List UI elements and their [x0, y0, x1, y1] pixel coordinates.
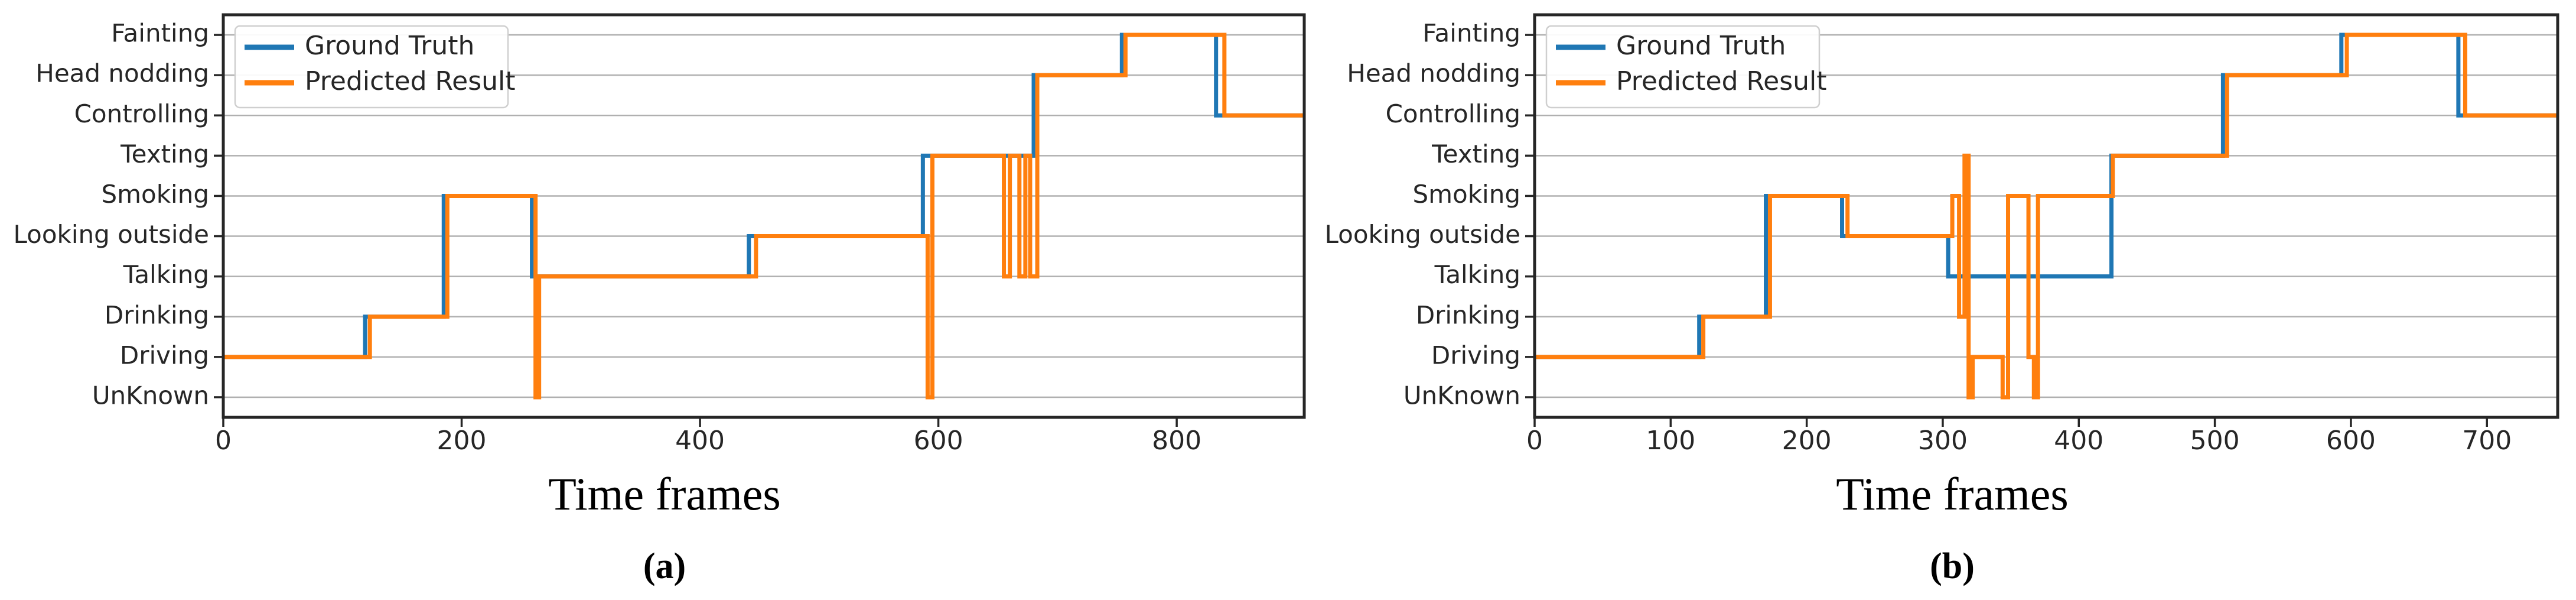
- y-tick-label: Head nodding: [35, 59, 209, 88]
- y-tick-label: Texting: [120, 140, 209, 168]
- plot-border: [1533, 13, 2559, 419]
- y-tick-label: Driving: [1431, 340, 1520, 369]
- y-tick-label: Talking: [1434, 260, 1520, 289]
- legend: Ground Truth Predicted Result: [234, 25, 516, 109]
- y-tick-label: Fainting: [111, 19, 209, 48]
- y-tick-label: Smoking: [101, 180, 209, 209]
- predicted-result-line: [223, 33, 1304, 400]
- legend-label: Ground Truth: [1616, 31, 1786, 61]
- x-tick-label: 700: [2462, 426, 2512, 456]
- x-tick-label: 300: [1918, 426, 1968, 456]
- x-tick-label: 200: [437, 426, 487, 456]
- y-tick-label: Looking outside: [1324, 220, 1520, 249]
- panel-caption: (a): [643, 546, 686, 586]
- x-tick-label: 600: [914, 426, 963, 456]
- legend-label: Predicted Result: [1616, 66, 1827, 96]
- x-tick-label: 100: [1646, 426, 1695, 456]
- y-tick-label: UnKnown: [1403, 381, 1520, 410]
- y-tick-label: Controlling: [74, 99, 209, 128]
- y-tick-label: Drinking: [1416, 300, 1520, 329]
- y-tick-label: Talking: [123, 260, 209, 289]
- panel-a: UnKnown Driving Drinking Talking Looking out…: [13, 13, 1306, 586]
- legend-box: [1545, 25, 1821, 109]
- y-tick-label: Drinking: [105, 300, 209, 329]
- y-tick-label: UnKnown: [92, 381, 209, 410]
- legend-box: [234, 25, 509, 109]
- panel-caption: (b): [1930, 546, 1975, 586]
- x-tick-label: 600: [2326, 426, 2376, 456]
- y-tick-label: Driving: [120, 340, 209, 369]
- x-tick-label: 500: [2190, 426, 2240, 456]
- y-tick-label: Texting: [1431, 140, 1520, 168]
- y-tick-label: Fainting: [1422, 19, 1520, 48]
- y-tick-label: Smoking: [1412, 180, 1520, 209]
- y-tick-label: Head nodding: [1347, 59, 1520, 88]
- x-axis-label: Time frames: [548, 468, 781, 520]
- legend: Ground Truth Predicted Result: [1545, 25, 1827, 109]
- x-tick-label: 0: [1526, 426, 1543, 456]
- x-tick-label: 400: [675, 426, 725, 456]
- x-tick-label: 800: [1152, 426, 1201, 456]
- panel-b: UnKnown Driving Drinking Talking Looking out…: [1324, 13, 2559, 586]
- legend-label: Predicted Result: [305, 66, 516, 96]
- plot-border: [222, 13, 1306, 419]
- x-tick-label: 200: [1782, 426, 1832, 456]
- legend-label: Ground Truth: [305, 31, 474, 61]
- y-tick-label: Controlling: [1386, 99, 1520, 128]
- x-axis-label: Time frames: [1836, 468, 2069, 520]
- y-tick-label: Looking outside: [13, 220, 209, 249]
- predicted-result-line: [1535, 33, 2558, 400]
- x-tick-label: 0: [215, 426, 232, 456]
- x-tick-label: 400: [2054, 426, 2103, 456]
